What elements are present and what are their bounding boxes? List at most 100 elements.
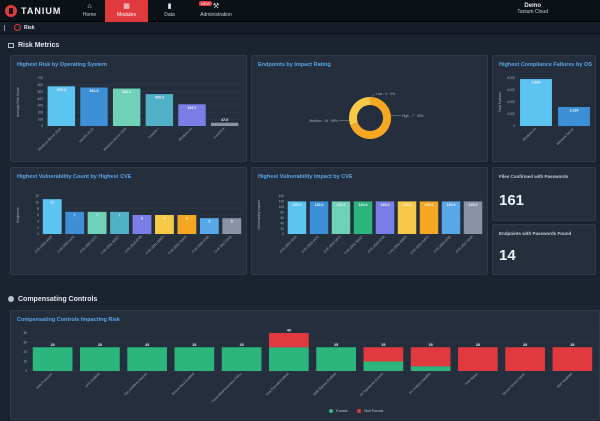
pie-label-high: High - 7 · 30% [402, 114, 424, 118]
y-tick-label: 10 [23, 360, 27, 364]
bar [463, 201, 483, 234]
data-label: 579.4 [57, 88, 66, 92]
y-tick-label: 60 [280, 216, 284, 220]
x-tick-label: AV Signatures Current [359, 372, 384, 397]
y-tick-label: 500 [38, 90, 44, 94]
nav-modules[interactable]: ▦ Modules [105, 0, 148, 22]
bar [145, 94, 174, 126]
data-label: 25 [98, 343, 102, 347]
x-tick-label: macOS 10.15 [78, 127, 95, 144]
breadcrumb: Risk [0, 22, 600, 34]
panel-impact-rating: Endpoints by Impact Rating Medium - 16 ·… [251, 55, 488, 162]
bar [375, 201, 395, 234]
new-badge: NEW [199, 1, 213, 6]
y-tick-label: 20 [280, 227, 284, 231]
bar-found [316, 347, 356, 371]
y-tick-label: 12 [35, 194, 39, 198]
y-tick-label: 2,000 [507, 112, 515, 116]
breadcrumb-label[interactable]: Risk [24, 25, 35, 31]
bar [199, 218, 219, 234]
bar [132, 215, 152, 234]
x-tick-label: CVE-2021-3156 [279, 235, 298, 254]
panel-endpoints-passwords[interactable]: Endpoints with Passwords Found 14 [492, 224, 596, 275]
data-label: 25 [145, 343, 149, 347]
nav-administration[interactable]: ⚒ Administration [190, 0, 242, 22]
data-label: 25 [570, 343, 574, 347]
data-label: 120.0 [447, 203, 456, 207]
bar-found [80, 347, 120, 371]
bar-found [221, 347, 262, 371]
nav-modules-label: Modules [117, 12, 136, 18]
x-tick-label: CVE-2020-0796 [433, 235, 452, 254]
x-tick-label: CVE-2021-3156 [34, 235, 53, 254]
nav-data[interactable]: ▮ Data [148, 0, 191, 22]
x-tick-label: CVE-2021-21972 [167, 235, 187, 255]
bar [558, 106, 590, 126]
x-tick-label: USB Protection [35, 372, 53, 390]
x-tick-label: CVE-2020-0796 [191, 235, 210, 254]
data-label: 120.0 [359, 203, 368, 207]
bar [353, 201, 373, 234]
data-label: 316.7 [188, 106, 197, 110]
section-risk-metrics[interactable]: Risk Metrics [8, 42, 59, 49]
bar-not-found [363, 347, 404, 362]
panel-files-passwords[interactable]: Files Confirmed with Passwords 161 [492, 167, 596, 221]
y-axis-label: Total Failures [498, 92, 502, 112]
y-tick-label: 100 [279, 205, 285, 209]
collapse-icon [8, 296, 14, 303]
bar [309, 201, 329, 234]
x-tick-label: CVE-2019-0708 [367, 235, 386, 254]
tanium-logo[interactable]: TANIUM [5, 4, 61, 18]
x-tick-label: Windows 10 [522, 127, 537, 142]
y-tick-label: 6,000 [507, 88, 515, 92]
data-label: 120.0 [403, 203, 412, 207]
data-label: 25 [240, 343, 244, 347]
data-label: 5 [231, 220, 233, 224]
sidebar-toggle-icon[interactable] [4, 25, 9, 31]
y-tick-label: 2 [37, 226, 39, 230]
legend-found[interactable]: Found [329, 408, 347, 413]
data-label: 120.0 [425, 203, 434, 207]
legend-not-found[interactable]: Not Found [357, 408, 383, 413]
risk-module-icon [14, 24, 21, 31]
x-tick-label: CVE-2021-26855 [145, 235, 165, 255]
x-tick-label: CVE-2020-1472 [301, 235, 320, 254]
bar [155, 215, 174, 234]
bar [520, 79, 552, 126]
bar [419, 201, 439, 234]
bar [80, 87, 108, 126]
y-tick-label: 300 [38, 104, 44, 108]
y-tick-label: 6 [37, 213, 39, 217]
section-compensating-controls[interactable]: Compensating Controls [8, 296, 97, 303]
section-compensating-title: Compensating Controls [18, 296, 98, 303]
data-label: 120.0 [315, 203, 324, 207]
bar [331, 201, 351, 234]
bar-found [127, 347, 167, 371]
data-label: 465.3 [155, 96, 164, 100]
chart-vuln-count: 0 2 4 6 8 10 12 Endpoints 11 CVE-2021-3156 7 CVE-20… [16, 194, 243, 255]
kpi-endpoints-title: Endpoints with Passwords Found [499, 231, 572, 236]
y-tick-label: 100 [38, 117, 44, 121]
legend-not-found-label: Not Found [364, 408, 384, 413]
y-tick-label: 600 [38, 83, 44, 87]
data-label: 40 [287, 329, 291, 333]
bar [42, 199, 62, 234]
x-tick-label: CVE-2021-21972 [409, 235, 429, 255]
bar [177, 215, 197, 234]
x-tick-label: CVE-2021-1675 [79, 235, 98, 254]
x-tick-label: CVE-2017-0144 [455, 235, 474, 254]
data-label: 25 [192, 343, 196, 347]
x-tick-label: CVE-2017-0144 [213, 235, 232, 254]
data-label: 7,826 [532, 81, 541, 85]
x-tick-label: AV Product Installed [408, 372, 431, 395]
data-label: 6 [141, 217, 143, 221]
x-tick-label: CentOS 8 [213, 127, 226, 140]
x-tick-label: Secure Screen Saver [502, 371, 527, 396]
user-menu[interactable]: Demo Tanium Cloud [517, 3, 548, 15]
x-tick-label: Windows 10 [178, 127, 193, 142]
panel-vuln-impact: Highest Vulnerability Impact by CVE 0 20 4… [251, 167, 488, 275]
nav-home-label: Home [82, 12, 97, 18]
x-tick-label: CVE-2020-1472 [56, 235, 75, 254]
nav-home[interactable]: ⌂ Home [68, 0, 111, 22]
